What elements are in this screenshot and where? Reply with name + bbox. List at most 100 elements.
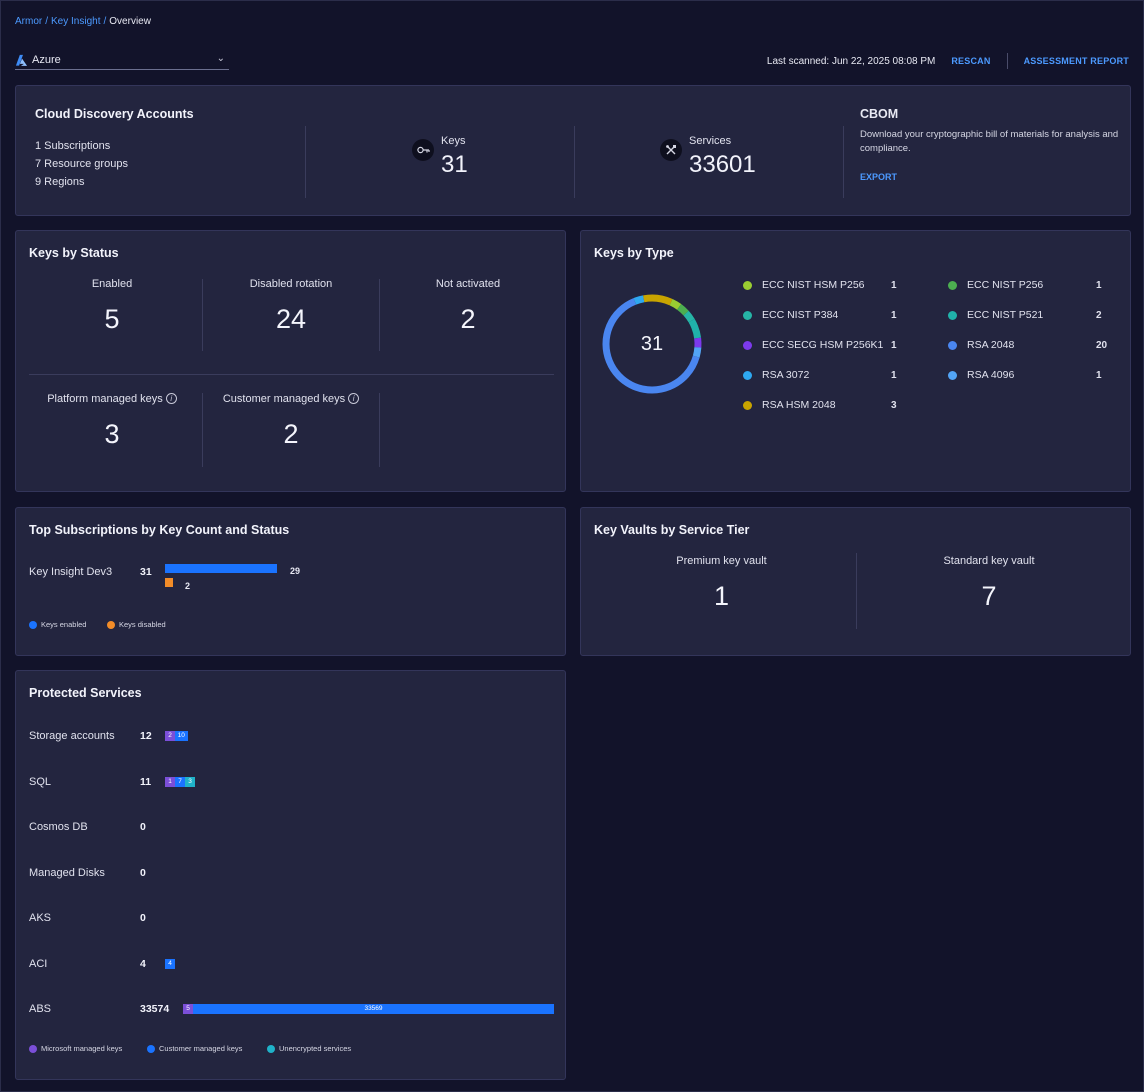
keys-by-type-card: Keys by Type 31 ECC NIST HSM P256 1 ECC NI… xyxy=(580,230,1131,492)
key-type-legend-item: RSA 4096 1 xyxy=(948,369,1108,381)
divider xyxy=(379,393,380,467)
service-bar-segment-unencrypted[interactable]: 3 xyxy=(185,776,195,787)
cloud-discovery-card: Cloud Discovery Accounts 1 Subscriptions… xyxy=(15,85,1131,216)
last-scanned-text: Last scanned: Jun 22, 2025 08:08 PM xyxy=(766,55,936,67)
premium-vault-stat: Premium key vault 1 xyxy=(589,555,854,612)
platform-managed-label: Platform managed keys i xyxy=(24,393,200,405)
premium-vault-label: Premium key vault xyxy=(676,555,767,567)
keys-disabled-bar[interactable] xyxy=(165,578,173,587)
service-total: 0 xyxy=(140,821,146,833)
donut-total: 31 xyxy=(641,333,663,355)
key-type-name: RSA 2048 xyxy=(967,339,1015,351)
chevron-down-icon: ⌄ xyxy=(216,53,225,64)
enabled-label: Enabled xyxy=(91,278,133,290)
key-type-legend-item: ECC NIST HSM P256 1 xyxy=(743,279,903,291)
divider xyxy=(856,553,857,629)
key-type-name: RSA 4096 xyxy=(967,369,1015,381)
standard-vault-stat: Standard key vault 7 xyxy=(858,555,1120,612)
legend-dot xyxy=(948,280,957,290)
disabled-rotation-value: 24 xyxy=(275,304,307,334)
disabled-rotation-stat: Disabled rotation 24 xyxy=(203,278,379,335)
service-bar-segment-customer[interactable]: 33569 xyxy=(193,1004,554,1014)
key-type-legend-item: ECC NIST P384 1 xyxy=(743,309,903,321)
keys-metric: Keys 31 xyxy=(412,135,468,179)
key-type-count: 3 xyxy=(891,399,897,411)
legend-keys-enabled: Keys enabled xyxy=(29,620,86,629)
service-bar-segment-customer[interactable]: 10 xyxy=(175,731,188,741)
cloud-provider-select[interactable]: Azure ⌄ xyxy=(15,51,229,70)
account-summary: 1 Subscriptions 7 Resource groups 9 Regi… xyxy=(35,137,128,191)
not-activated-stat: Not activated 2 xyxy=(380,278,556,335)
subscriptions-count: 1 Subscriptions xyxy=(35,140,111,152)
azure-logo-icon xyxy=(15,54,28,66)
donut-segment[interactable] xyxy=(600,292,704,396)
key-icon xyxy=(412,139,434,161)
standard-vault-value: 7 xyxy=(981,581,997,611)
service-bar-segment-microsoft[interactable]: 1 xyxy=(165,776,175,787)
keys-disabled-value: 2 xyxy=(185,581,191,591)
service-bar-segment-customer[interactable]: 4 xyxy=(165,958,175,969)
keys-enabled-bar[interactable] xyxy=(165,564,277,573)
legend-dot xyxy=(267,1044,275,1053)
service-total: 33574 xyxy=(140,1003,170,1015)
legend-dot xyxy=(29,1044,37,1053)
key-type-legend-item: ECC NIST P521 2 xyxy=(948,309,1108,321)
cloud-provider-value: Azure xyxy=(32,54,61,66)
donut-segment[interactable] xyxy=(600,292,704,396)
keys-by-type-title: Keys by Type xyxy=(594,246,674,260)
assessment-report-button[interactable]: ASSESSMENT REPORT xyxy=(1023,56,1129,66)
top-subscriptions-card: Top Subscriptions by Key Count and Statu… xyxy=(15,507,566,656)
keys-type-donut-chart: 31 xyxy=(600,292,704,396)
service-bar-segment-customer[interactable]: 7 xyxy=(175,776,185,787)
service-bar-segment-microsoft[interactable]: 5 xyxy=(183,1004,193,1014)
info-icon[interactable]: i xyxy=(165,393,177,404)
subscription-name: Key Insight Dev3 xyxy=(29,566,113,578)
rescan-button[interactable]: RESCAN xyxy=(951,56,991,66)
enabled-value: 5 xyxy=(104,304,120,334)
key-type-name: RSA HSM 2048 xyxy=(762,399,836,411)
divider xyxy=(379,279,380,351)
disabled-rotation-label: Disabled rotation xyxy=(249,278,333,290)
key-type-count: 1 xyxy=(1096,279,1102,291)
standard-vault-label: Standard key vault xyxy=(943,555,1035,567)
key-type-legend-item: ECC SECG HSM P256K1 1 xyxy=(743,339,903,351)
resource-groups-count: 7 Resource groups xyxy=(35,158,128,170)
cloud-discovery-title: Cloud Discovery Accounts xyxy=(35,107,194,121)
key-type-count: 20 xyxy=(1096,339,1108,351)
breadcrumb-armor[interactable]: Armor xyxy=(15,16,43,27)
keys-value: 31 xyxy=(441,151,468,178)
customer-managed-stat: Customer managed keys i 2 xyxy=(203,393,379,450)
legend-microsoft-managed: Microsoft managed keys xyxy=(29,1044,122,1053)
cbom-export-button[interactable]: EXPORT xyxy=(860,172,898,182)
topbar-divider xyxy=(1006,53,1008,69)
service-total: 0 xyxy=(140,866,146,879)
platform-managed-value: 3 xyxy=(104,419,120,449)
key-type-name: ECC NIST P384 xyxy=(762,309,839,321)
keys-by-status-title: Keys by Status xyxy=(29,246,119,260)
platform-managed-stat: Platform managed keys i 3 xyxy=(24,393,200,450)
legend-dot xyxy=(29,620,37,629)
service-name: ABS xyxy=(29,1003,52,1015)
key-type-name: ECC NIST HSM P256 xyxy=(762,279,865,291)
service-name: Managed Disks xyxy=(29,866,105,879)
key-type-count: 1 xyxy=(891,339,897,351)
legend-dot xyxy=(743,400,752,410)
key-type-count: 1 xyxy=(891,369,897,381)
top-subscriptions-title: Top Subscriptions by Key Count and Statu… xyxy=(29,523,290,537)
legend-dot xyxy=(743,280,752,290)
protected-services-title: Protected Services xyxy=(29,686,142,700)
divider xyxy=(202,393,203,467)
service-bar-segment-microsoft[interactable]: 2 xyxy=(165,731,175,741)
cbom-title: CBOM xyxy=(860,107,899,121)
regions-count: 9 Regions xyxy=(35,176,85,188)
key-type-legend-item: RSA 3072 1 xyxy=(743,369,903,381)
legend-unencrypted: Unencrypted services xyxy=(267,1044,351,1053)
premium-vault-value: 1 xyxy=(713,581,730,611)
key-vaults-card: Key Vaults by Service Tier Premium key v… xyxy=(580,507,1131,656)
divider xyxy=(843,126,844,198)
divider xyxy=(202,279,203,351)
info-icon[interactable]: i xyxy=(348,393,360,404)
breadcrumb-key-insight[interactable]: Key Insight xyxy=(51,16,101,27)
services-metric: Services 33601 xyxy=(660,135,756,179)
